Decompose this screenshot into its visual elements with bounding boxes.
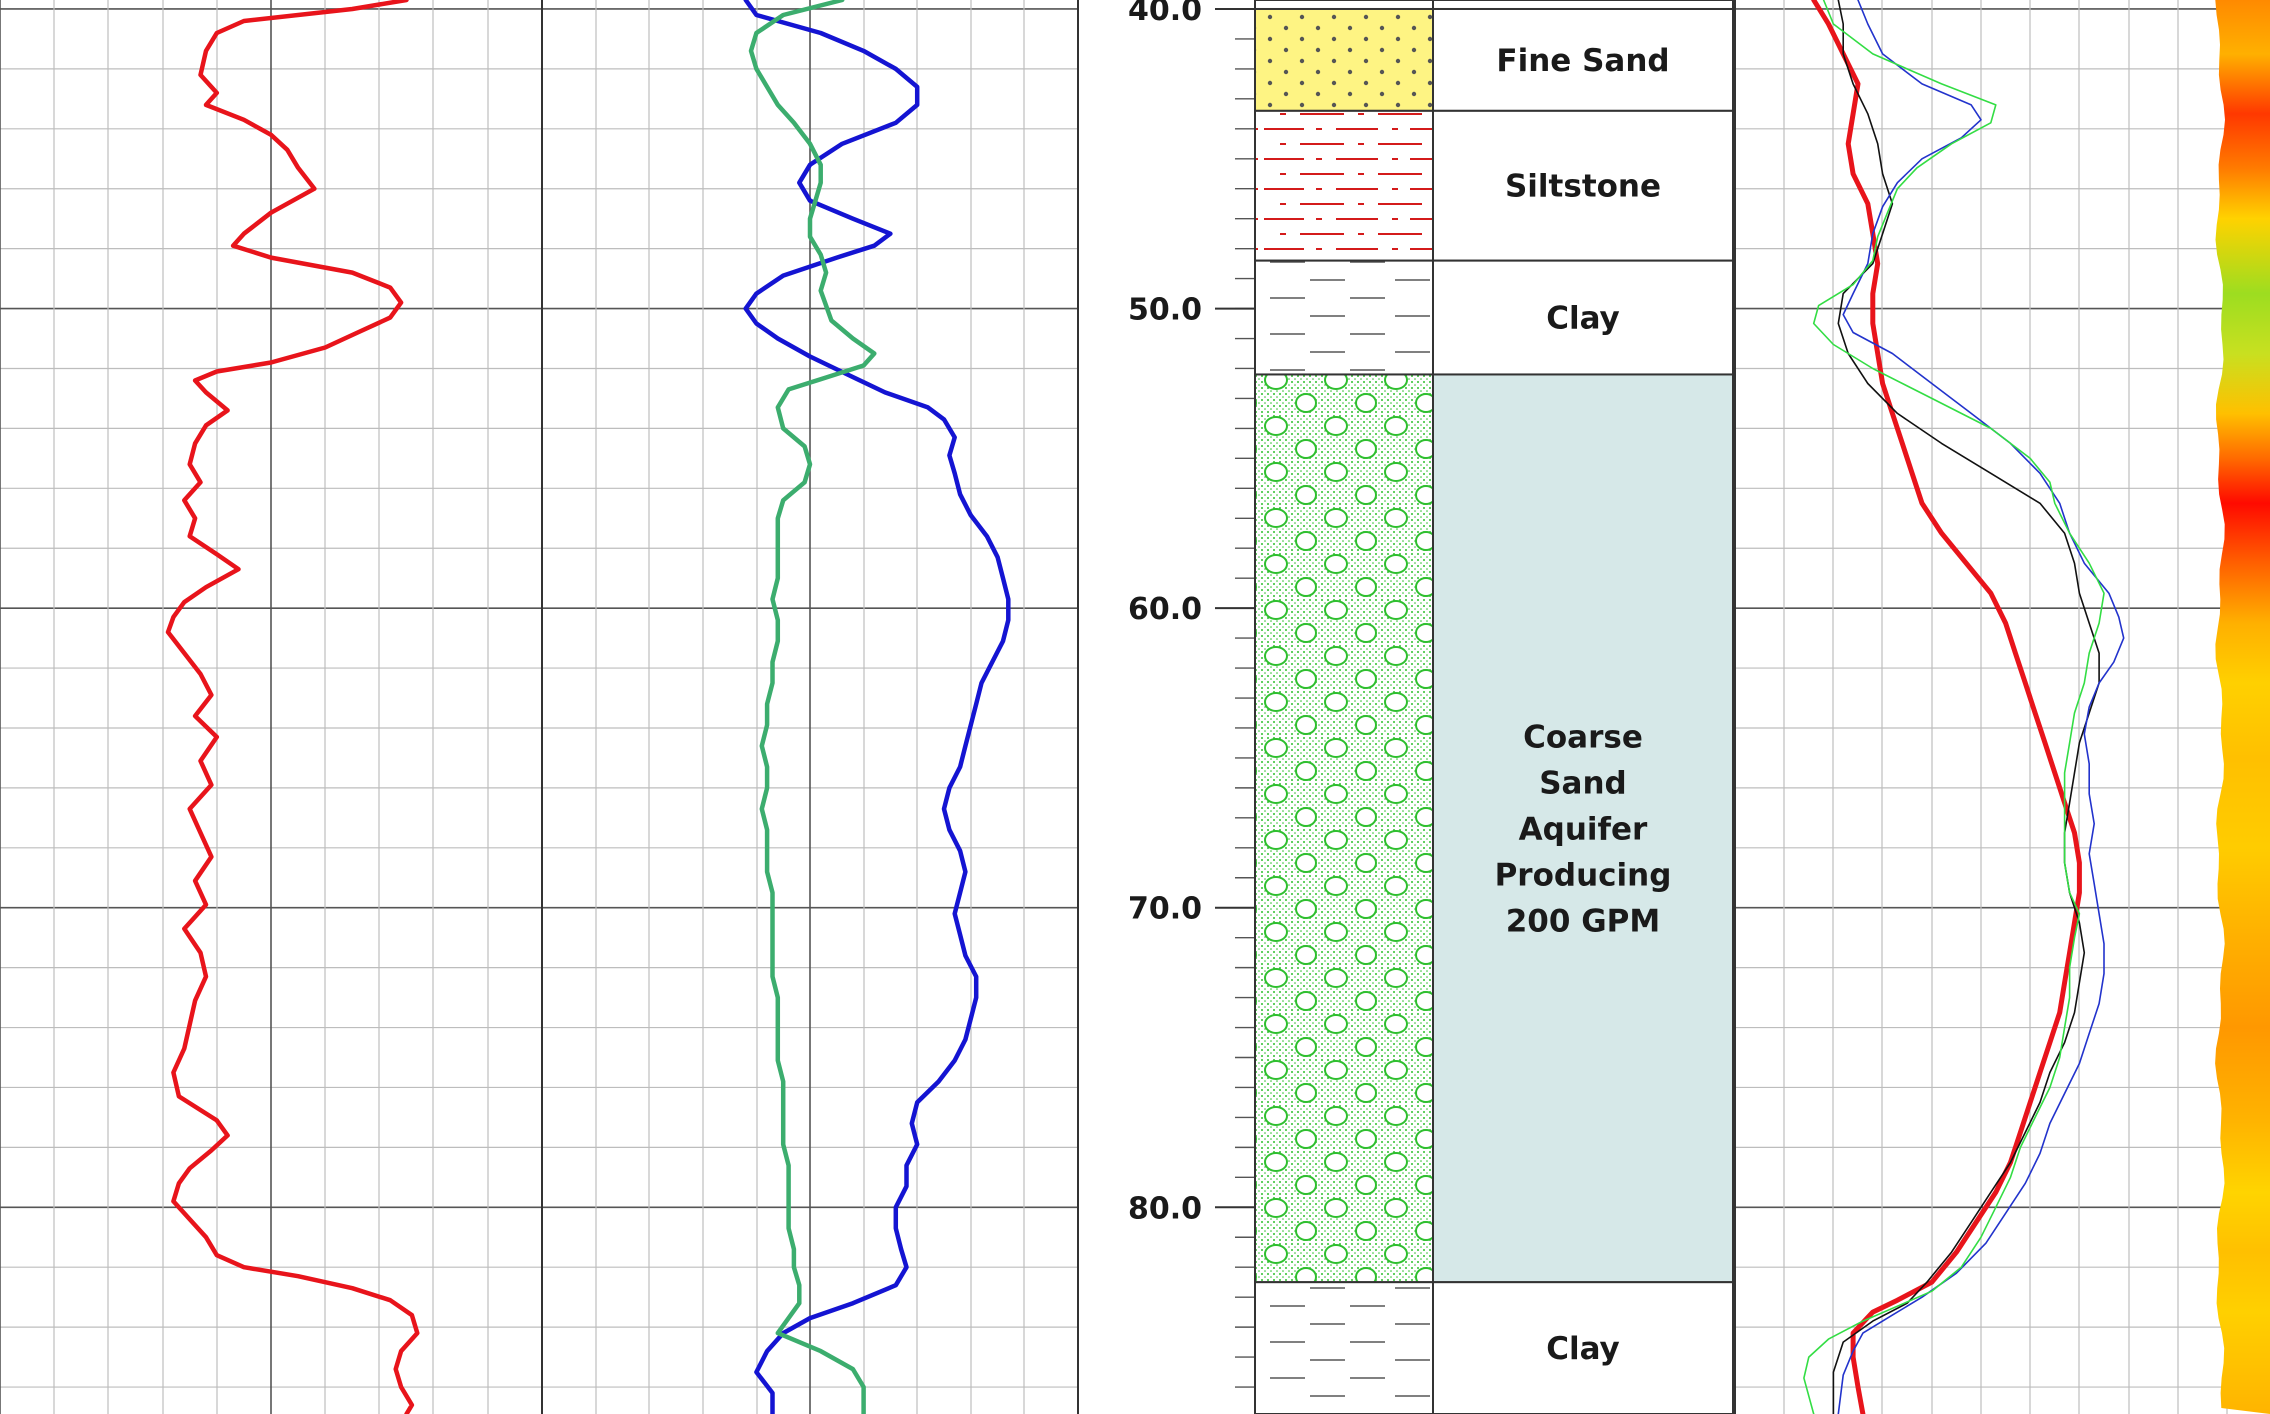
lithology-label-line: 200 GPM — [1506, 903, 1661, 939]
depth-tick-label: 80.0 — [1128, 1191, 1202, 1226]
lithology-label-cell — [1433, 1282, 1733, 1414]
depth-tick-label: 50.0 — [1128, 293, 1202, 328]
lithology-label-cell — [1433, 8, 1733, 111]
lithology-label: Clay — [1546, 301, 1620, 337]
track-2-curve-1 — [748, 0, 877, 1414]
lithology-label-line: Coarse — [1523, 719, 1643, 755]
lithology-column: Fine Sand Siltstone Clay Coarse Sand Aquifer P… — [1254, 0, 1734, 1414]
lithology-label-line: Siltstone — [1505, 169, 1661, 205]
depth-tick-label: 60.0 — [1128, 592, 1202, 627]
lithology-label-line: Clay — [1546, 1331, 1620, 1367]
lithology-pattern-dots — [1255, 8, 1433, 111]
track-5-curve-1 — [1832, 0, 2100, 1414]
track-5-curve-0 — [1811, 0, 2082, 1414]
lithology-pattern-gravel — [1255, 374, 1433, 1283]
lithology-label: Clay — [1546, 1331, 1620, 1367]
lithology-pattern-bg — [1255, 0, 1433, 9]
lithology-label-line: Producing — [1495, 857, 1672, 893]
depth-tick-label: 40.0 — [1128, 0, 1202, 28]
lithology-label-cell — [1433, 374, 1733, 1283]
color-strip-band — [2215, 0, 2270, 1414]
lithology-pattern-silt — [1255, 110, 1433, 261]
log-curves — [165, 0, 2125, 1414]
lithology-label: Coarse Sand Aquifer Producing 200 GPM — [1495, 719, 1672, 939]
track-5-curve-3 — [1803, 0, 2105, 1414]
depth-tick-label: 70.0 — [1128, 892, 1202, 927]
lithology-label: Fine Sand — [1496, 43, 1669, 79]
lithology-label-cell — [1433, 0, 1733, 9]
lithology-label-line: Clay — [1546, 301, 1620, 337]
lithology-label-line: Fine Sand — [1496, 43, 1669, 79]
lithology-label: Siltstone — [1505, 169, 1661, 205]
track-2-grid — [541, 0, 1079, 1414]
color-strip — [2215, 0, 2270, 1414]
lithology-label-cell — [1433, 110, 1733, 261]
track-5-grid — [1734, 0, 2228, 1414]
depth-axis: 40.0 50.0 60.0 70.0 80.0 — [1128, 0, 1255, 1388]
lithology-pattern-clay — [1255, 260, 1433, 375]
lithology-label-cell — [1433, 260, 1733, 375]
lithology-pattern-clay — [1255, 1282, 1433, 1414]
lithology-label-line: Sand — [1539, 765, 1627, 801]
lithology-label-line: Aquifer — [1519, 811, 1648, 847]
track-2-curve-0 — [743, 0, 1011, 1414]
track-1-curve-0 — [165, 0, 420, 1414]
track-1-grid — [0, 0, 543, 1414]
track-5-curve-2 — [1837, 0, 2125, 1414]
